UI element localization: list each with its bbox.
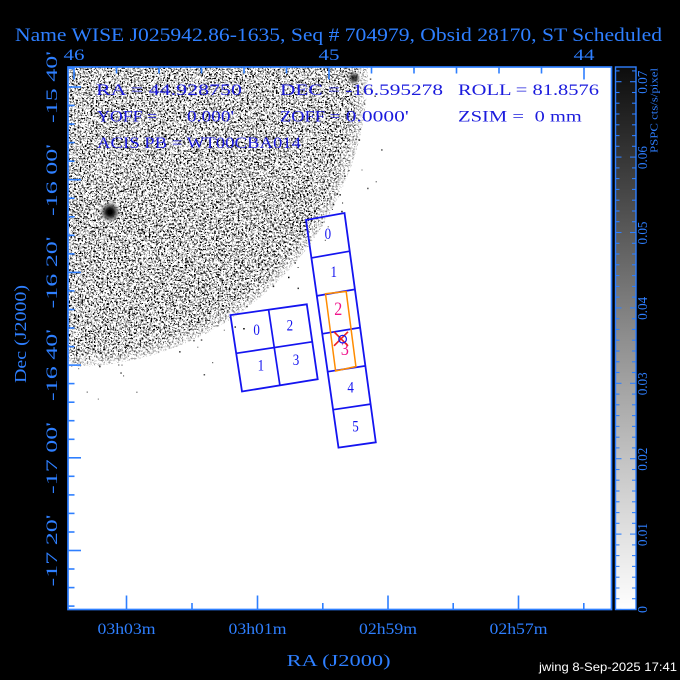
svg-text:-15 40': -15 40' [44,51,61,123]
svg-text:YOFF =: YOFF = [97,109,157,126]
svg-text:45: 45 [319,47,340,64]
svg-text:DEC = -16.595278: DEC = -16.595278 [280,82,443,99]
svg-text:PSPC cts/s/pixel: PSPC cts/s/pixel [649,68,661,153]
svg-text:0.01: 0.01 [636,523,651,546]
svg-text:-16 40': -16 40' [44,329,61,401]
svg-text:1: 1 [258,357,265,374]
svg-text:0.06: 0.06 [636,146,651,169]
svg-text:0.000': 0.000' [187,109,234,126]
svg-text:0: 0 [253,322,260,339]
svg-text:0.04: 0.04 [636,297,651,320]
svg-text:2: 2 [287,318,294,335]
svg-text:03h01m: 03h01m [229,621,288,638]
svg-text:0.02: 0.02 [636,448,651,471]
svg-text:2: 2 [334,299,342,320]
svg-text:02h59m: 02h59m [359,621,418,638]
svg-text:4: 4 [347,380,354,397]
svg-text:0.0000': 0.0000' [346,109,409,126]
svg-text:ZSIM =: ZSIM = [458,109,524,126]
svg-text:RA (J2000): RA (J2000) [287,651,391,670]
svg-text:0: 0 [325,226,332,243]
svg-text:ACIS PB = WT00CBA014: ACIS PB = WT00CBA014 [97,135,301,152]
svg-text:0.05: 0.05 [636,222,651,245]
svg-text:RA = 44.928750: RA = 44.928750 [96,82,242,99]
svg-text:ROLL = 81.8576: ROLL = 81.8576 [458,82,599,99]
svg-text:jwing 8-Sep-2025 17:41: jwing 8-Sep-2025 17:41 [538,660,677,674]
svg-text:1: 1 [331,264,338,281]
svg-text:03h03m: 03h03m [98,621,157,638]
svg-text:0.03: 0.03 [636,372,651,395]
svg-text:-17 00': -17 00' [44,422,61,494]
svg-text:0.07: 0.07 [636,71,651,94]
svg-text:Name WISE J025942.86-1635, Seq: Name WISE J025942.86-1635, Seq # 704979,… [15,26,663,46]
svg-text:-16 20': -16 20' [44,236,61,308]
svg-text:-16 00': -16 00' [44,144,61,216]
svg-text:Dec (J2000): Dec (J2000) [11,285,30,383]
svg-text:44: 44 [574,47,595,64]
svg-text:3: 3 [293,352,300,369]
svg-text:3: 3 [341,339,349,360]
svg-text:-17 20': -17 20' [44,514,61,586]
svg-text:ZOFF =: ZOFF = [280,109,340,126]
svg-text:0 mm: 0 mm [535,109,583,126]
svg-text:5: 5 [352,419,359,436]
svg-text:46: 46 [64,47,85,64]
svg-text:02h57m: 02h57m [490,621,549,638]
svg-text:0: 0 [636,606,651,613]
